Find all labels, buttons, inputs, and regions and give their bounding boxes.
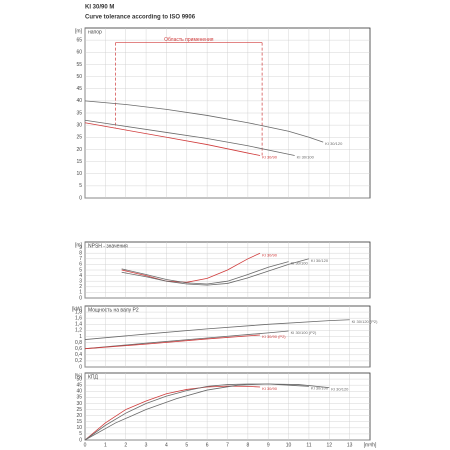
- y-tick-label: 0: [79, 437, 82, 443]
- y-tick-label: 40: [76, 389, 82, 395]
- y-tick-label: 0: [79, 295, 82, 301]
- curve: [84, 122, 261, 156]
- x-tick-label: 10: [286, 442, 292, 448]
- y-tick-label: 20: [76, 147, 82, 153]
- y-tick-label: 65: [76, 37, 82, 43]
- y-unit: [kW]: [72, 306, 83, 312]
- x-tick-label: 2: [124, 442, 127, 448]
- x-tick-label: 9: [267, 442, 270, 448]
- curve: [121, 258, 310, 286]
- y-tick-label: 8: [79, 251, 82, 257]
- curve: [84, 330, 289, 350]
- y-tick-label: 35: [76, 110, 82, 116]
- curve: [84, 334, 261, 350]
- y-tick-label: 20: [76, 413, 82, 419]
- y-tick-label: 10: [76, 425, 82, 431]
- y-tick-label: 30: [76, 122, 82, 128]
- y-tick-label: 0,4: [75, 352, 82, 358]
- x-tick-label: 5: [185, 442, 188, 448]
- series-label: KI 30/90: [262, 155, 278, 160]
- y-tick-label: 15: [76, 159, 82, 165]
- series-label: KI 30/90: [262, 252, 278, 257]
- series-label: KI 30/120 (P2): [352, 319, 378, 324]
- y-tick-label: 1: [79, 334, 82, 340]
- y-tick-label: 0,6: [75, 346, 82, 352]
- curve: [84, 385, 261, 441]
- panel-label: КПД: [88, 374, 99, 380]
- y-tick-label: 1,8: [75, 309, 82, 315]
- y-tick-label: 10: [76, 171, 82, 177]
- y-tick-label: 45: [76, 383, 82, 389]
- y-tick-label: 0: [79, 195, 82, 201]
- y-tick-label: 50: [76, 376, 82, 382]
- x-tick-label: 12: [327, 442, 333, 448]
- y-tick-label: 50: [76, 74, 82, 80]
- curve: [84, 383, 330, 441]
- series-label: KI 30/100 (P2): [291, 330, 317, 335]
- y-tick-label: 60: [76, 50, 82, 56]
- y-tick-label: 25: [76, 135, 82, 141]
- panel-label: Мощность на валу P2: [88, 307, 139, 313]
- y-tick-label: 3: [79, 279, 82, 285]
- y-unit: [m]: [75, 28, 83, 34]
- chart-subtitle: Curve tolerance according to ISO 9906: [85, 15, 196, 21]
- series-label: KI 30/120: [325, 141, 343, 146]
- x-tick-label: 3: [145, 442, 148, 448]
- y-tick-label: 4: [79, 273, 82, 279]
- y-tick-label: 1: [79, 290, 82, 296]
- y-tick-label: 0,2: [75, 358, 82, 364]
- series-label: KI 30/100: [311, 385, 329, 390]
- curve: [84, 319, 350, 340]
- y-tick-label: 45: [76, 86, 82, 92]
- y-tick-label: 2: [79, 284, 82, 290]
- x-tick-label: 11: [306, 442, 311, 448]
- x-tick-label: 7: [226, 442, 229, 448]
- y-tick-label: 5: [79, 183, 82, 189]
- curve: [121, 261, 289, 285]
- y-unit: [m]: [75, 242, 83, 248]
- y-tick-label: 6: [79, 262, 82, 268]
- curve: [84, 100, 324, 143]
- series-label: KI 30/100: [291, 261, 309, 266]
- series-label: KI 30/90: [262, 386, 278, 391]
- y-tick-label: 55: [76, 62, 82, 68]
- y-tick-label: 1,6: [75, 316, 82, 322]
- x-tick-label: 8: [246, 442, 249, 448]
- y-tick-label: 0: [79, 364, 82, 370]
- x-tick-label: 4: [165, 442, 168, 448]
- series-label: KI 30/120: [311, 258, 329, 263]
- y-tick-label: 35: [76, 395, 82, 401]
- panel-label: NPSH - значения: [88, 243, 128, 249]
- range-label: Область применения: [164, 37, 214, 43]
- y-tick-label: 25: [76, 407, 82, 413]
- y-tick-label: 0,8: [75, 340, 82, 346]
- series-label: KI 30/120: [331, 387, 349, 392]
- x-unit: [m³/h]: [364, 442, 377, 448]
- series-label: KI 30/90 (P2): [262, 334, 286, 339]
- y-tick-label: 9: [79, 245, 82, 251]
- y-tick-label: 7: [79, 256, 82, 262]
- chart-title: KI 30/90 M: [85, 5, 114, 11]
- y-unit: [%]: [75, 373, 83, 379]
- curve: [84, 119, 295, 156]
- series-label: KI 30/100: [297, 155, 315, 160]
- y-tick-label: 1,2: [75, 328, 82, 334]
- x-tick-label: 1: [104, 442, 107, 448]
- y-tick-label: 1,4: [75, 322, 82, 328]
- x-tick-label: 6: [206, 442, 209, 448]
- y-tick-label: 15: [76, 419, 82, 425]
- x-tick-label: 13: [347, 442, 353, 448]
- x-tick-label: 0: [84, 442, 87, 448]
- y-tick-label: 5: [79, 431, 82, 437]
- y-tick-label: 30: [76, 401, 82, 407]
- panel-label: напор: [88, 29, 102, 35]
- curve: [121, 252, 261, 283]
- y-tick-label: 5: [79, 267, 82, 273]
- y-tick-label: 40: [76, 98, 82, 104]
